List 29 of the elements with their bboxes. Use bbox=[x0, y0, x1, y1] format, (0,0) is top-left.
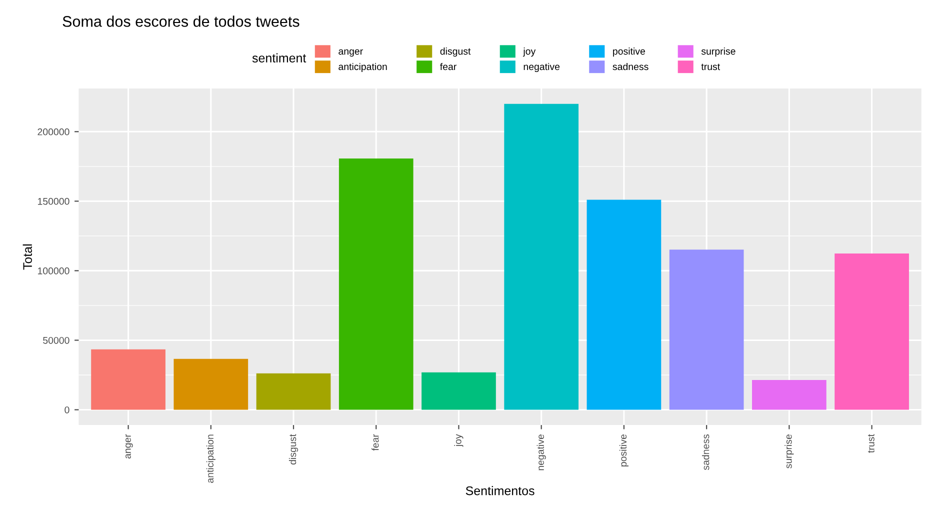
y-tick-label: 150000 bbox=[38, 198, 70, 205]
x-axis-title: Sentimentos bbox=[466, 486, 534, 496]
x-tick-label: surprise bbox=[784, 434, 794, 468]
y-axis-title: Total bbox=[22, 244, 32, 270]
chart-title: Soma dos escores de todos tweets bbox=[62, 16, 300, 27]
legend-label: trust bbox=[701, 64, 720, 70]
x-tick-label: joy bbox=[454, 434, 464, 447]
legend-label: fear bbox=[440, 62, 456, 70]
legend-label: surprise bbox=[701, 48, 736, 57]
legend-label: anticipation bbox=[338, 62, 387, 72]
y-tick-label: 100000 bbox=[38, 267, 70, 274]
legend-label: sadness bbox=[612, 62, 648, 70]
x-tick-label: disgust bbox=[288, 434, 298, 464]
x-tick-label: anger bbox=[126, 434, 133, 459]
y-tick-label: 50000 bbox=[43, 336, 70, 344]
x-tick-label: fear bbox=[372, 434, 379, 451]
x-tick-label: sadness bbox=[702, 434, 710, 470]
legend-label: disgust bbox=[440, 48, 471, 57]
legend-label: anger bbox=[338, 49, 363, 57]
legend-title: sentiment bbox=[252, 53, 306, 62]
legend-label: negative bbox=[524, 62, 560, 72]
y-tick-label: 0 bbox=[64, 406, 70, 414]
y-tick-label: 200000 bbox=[38, 128, 70, 136]
legend-label: positive bbox=[613, 48, 645, 57]
x-tick-label: anticipation bbox=[206, 434, 216, 483]
x-tick-label: trust bbox=[868, 434, 874, 453]
x-tick-label: positive bbox=[619, 434, 628, 466]
legend-label: joy bbox=[522, 48, 536, 57]
x-tick-label: negative bbox=[536, 434, 546, 470]
